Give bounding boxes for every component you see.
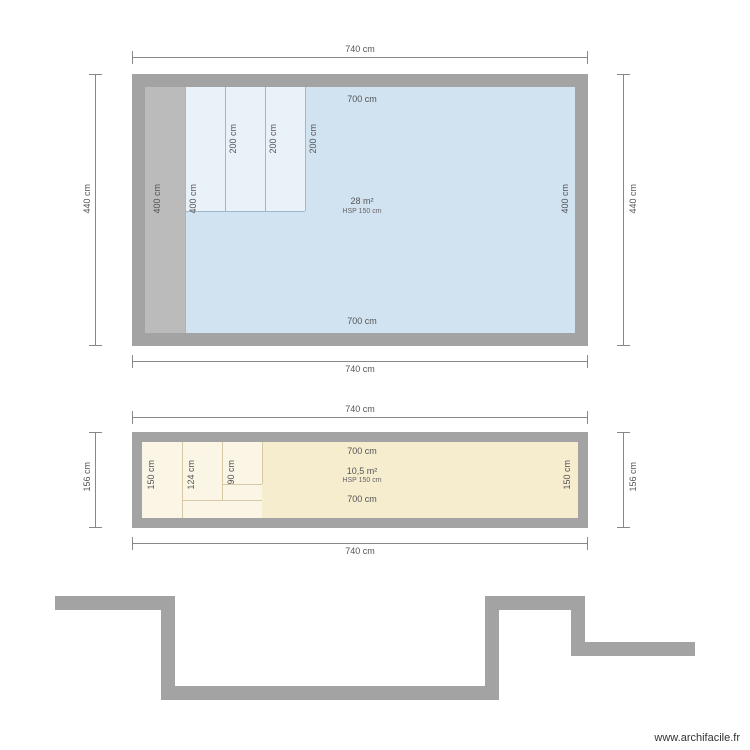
plan2-r150: 150 cm	[562, 460, 572, 490]
plan2-dim-left-outer: 156 cm	[86, 432, 106, 528]
section-profile	[55, 582, 705, 702]
plan1-dim-left-outer: 440 cm	[86, 74, 106, 346]
plan1-dim-bottom-outer: 740 cm	[132, 352, 588, 372]
plan1-hsp: HSP 150 cm	[332, 208, 392, 215]
plan1-area: 28 m²	[332, 196, 392, 206]
plan2: 700 cm 10,5 m² HSP 150 cm 700 cm 150 cm …	[132, 432, 588, 528]
plan2-l124: 124 cm	[186, 460, 196, 490]
plan2-l150: 150 cm	[146, 460, 156, 490]
plan1-stair-200-2: 200 cm	[268, 124, 278, 154]
plan1-stair-200-1: 200 cm	[228, 124, 238, 154]
watermark-link[interactable]: www.archifacile.fr	[654, 732, 740, 744]
plan1-right-inner: 400 cm	[560, 184, 570, 214]
plan1-left-inner1: 400 cm	[152, 184, 162, 214]
plan2-bottom-inner: 700 cm	[312, 494, 412, 504]
plan1-stair-200-3: 200 cm	[308, 124, 318, 154]
plan1-dim-right-outer: 440 cm	[614, 74, 634, 346]
plan1-left-inner2: 400 cm	[188, 184, 198, 214]
plan1-top-inner: 700 cm	[312, 94, 412, 104]
plan2-hsp: HSP 150 cm	[332, 477, 392, 484]
plan1-bottom-inner: 700 cm	[312, 316, 412, 326]
plan2-dim-right-outer: 156 cm	[614, 432, 634, 528]
plan2-top-inner: 700 cm	[312, 446, 412, 456]
plan1: 200 cm 200 cm 200 cm 28 m² HSP 150 cm 70…	[132, 74, 588, 346]
plan2-area: 10,5 m²	[332, 466, 392, 476]
plan2-l90: 90 cm	[226, 460, 236, 485]
plan2-dim-top-outer: 740 cm	[132, 408, 588, 428]
plan2-dim-bottom-outer: 740 cm	[132, 534, 588, 554]
plan1-dim-top-outer: 740 cm	[132, 48, 588, 68]
drawing-canvas: 200 cm 200 cm 200 cm 28 m² HSP 150 cm 70…	[0, 0, 750, 750]
